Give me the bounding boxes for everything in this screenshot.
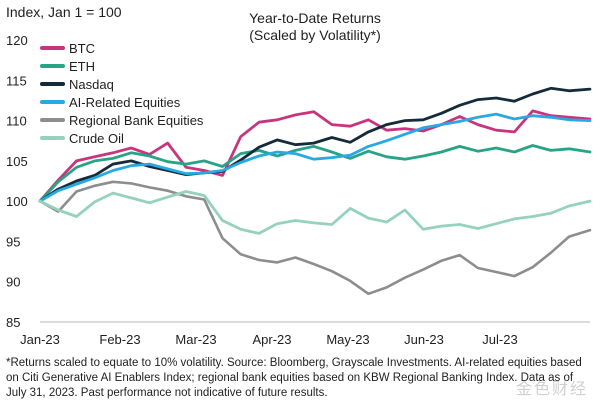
y-tick-label: 95	[6, 234, 20, 249]
legend-swatch	[40, 100, 65, 104]
chart-title: Year-to-Date Returns	[249, 10, 381, 26]
x-tick-label: Apr-23	[252, 332, 291, 347]
legend-label: AI-Related Equities	[69, 94, 181, 110]
y-tick-label: 105	[6, 154, 28, 169]
legend-swatch	[40, 118, 65, 122]
watermark: 金色财经	[515, 381, 588, 398]
y-tick-label: 100	[6, 194, 28, 209]
series-line-eth	[38, 144, 592, 203]
legend: BTC ETH Nasdaq AI-Related Equities Regio…	[40, 39, 203, 147]
legend-swatch	[40, 46, 65, 50]
y-tick-label: 115	[6, 73, 27, 88]
legend-swatch	[40, 64, 65, 68]
chart-footnote: *Returns scaled to equate to 10% volatil…	[6, 357, 582, 399]
legend-item: AI-Related Equities	[40, 93, 203, 111]
legend-label: BTC	[69, 40, 95, 56]
y-tick-label: 90	[6, 275, 20, 290]
legend-swatch	[40, 82, 65, 86]
legend-label: Regional Bank Equities	[69, 112, 204, 128]
series-line-regional-bank-equities	[38, 180, 592, 296]
legend-label: Crude Oil	[69, 130, 124, 146]
legend-item: Crude Oil	[40, 129, 203, 147]
chart-title-block: Year-to-Date Returns (Scaled by Volatili…	[220, 10, 410, 44]
x-tick-label: Jan-23	[20, 332, 60, 347]
y-tick-label: 85	[6, 315, 20, 330]
legend-swatch	[40, 136, 65, 140]
x-tick-label: May-23	[326, 332, 369, 347]
legend-label: ETH	[69, 58, 95, 74]
x-tick-label: Mar-23	[175, 332, 216, 347]
y-axis-title: Index, Jan 1 = 100	[6, 4, 122, 20]
series-line-btc	[38, 109, 592, 203]
chart-subtitle: (Scaled by Volatility*)	[249, 27, 381, 43]
legend-label: Nasdaq	[69, 76, 114, 92]
y-tick-label: 120	[6, 33, 28, 48]
legend-item: Regional Bank Equities	[40, 111, 203, 129]
series-line-nasdaq	[38, 86, 592, 203]
y-tick-label: 110	[6, 114, 27, 129]
legend-item: ETH	[40, 57, 203, 75]
x-tick-label: Feb-23	[99, 332, 140, 347]
x-tick-label: Jun-23	[404, 332, 444, 347]
x-tick-label: Jul-23	[482, 332, 517, 347]
series-line-crude-oil	[38, 190, 592, 235]
series-line-ai-related-equities	[38, 112, 592, 203]
legend-item: BTC	[40, 39, 203, 57]
legend-item: Nasdaq	[40, 75, 203, 93]
